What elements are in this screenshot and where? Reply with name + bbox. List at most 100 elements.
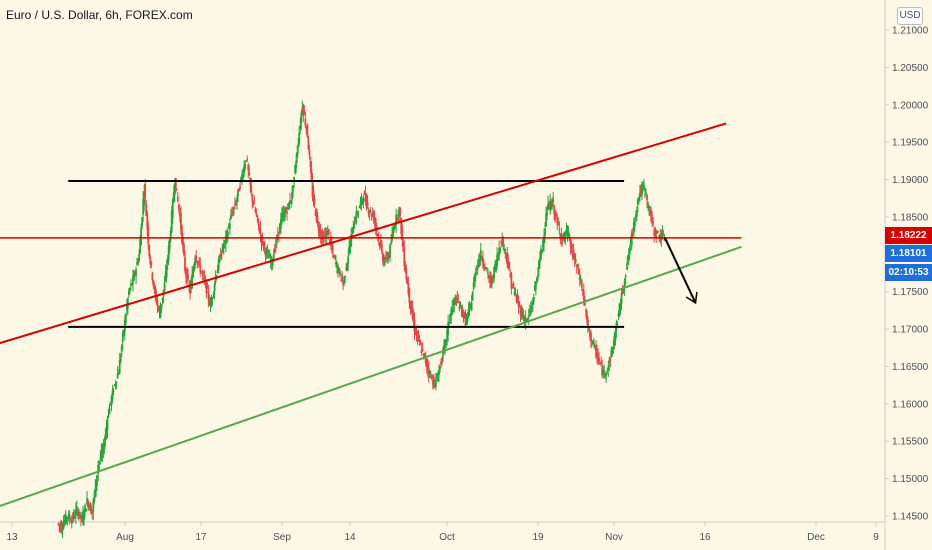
candle-body — [93, 491, 96, 501]
candle — [244, 160, 247, 171]
candle — [101, 443, 104, 463]
candle — [302, 103, 305, 122]
candle-body — [473, 274, 476, 287]
candle — [153, 282, 156, 294]
candle-body — [420, 350, 423, 353]
candle — [637, 196, 640, 205]
candle — [407, 276, 410, 297]
candle — [323, 227, 326, 238]
y-tick-label: 1.19500 — [892, 138, 929, 149]
candle — [425, 358, 428, 374]
candle — [468, 301, 471, 317]
candle — [387, 252, 389, 264]
candle-body — [229, 214, 232, 219]
candle — [574, 253, 577, 265]
candle — [405, 264, 408, 283]
candle — [482, 259, 485, 272]
candle-body — [600, 363, 603, 365]
candle-body — [268, 254, 271, 258]
candle-body — [594, 345, 596, 347]
candle — [461, 304, 464, 318]
candle — [409, 300, 412, 316]
candle-body — [384, 261, 386, 264]
candle-body — [543, 235, 545, 244]
candle-body — [610, 350, 613, 358]
candle-body — [80, 515, 82, 519]
candle-body — [616, 323, 619, 325]
candle — [73, 510, 76, 520]
candle — [491, 275, 493, 289]
candle-body — [563, 232, 566, 239]
candle — [531, 297, 534, 312]
candle — [511, 283, 514, 289]
candle — [367, 207, 370, 218]
candle-body — [124, 315, 127, 324]
candle-body — [385, 254, 387, 256]
candle-body — [218, 255, 221, 262]
candle-body — [347, 256, 350, 264]
candle — [636, 197, 639, 212]
candle-body — [564, 235, 567, 239]
channel-upper-trendline — [0, 122, 727, 345]
candle-body — [403, 246, 406, 266]
candle-body — [185, 270, 187, 276]
candle-body — [374, 218, 377, 228]
candle-body — [663, 239, 666, 241]
candle-body — [366, 202, 369, 207]
candle-body — [121, 333, 124, 343]
candle — [535, 276, 538, 284]
candle — [604, 371, 607, 380]
candle — [480, 255, 483, 260]
candle — [71, 512, 74, 524]
candle — [198, 256, 201, 267]
candle — [172, 185, 175, 204]
candle-body — [74, 509, 77, 516]
candle — [147, 220, 150, 250]
candle-body — [379, 240, 382, 247]
candle — [613, 331, 616, 350]
candle-body — [620, 292, 623, 304]
candle-body — [553, 206, 556, 215]
candle — [453, 298, 456, 313]
candle — [115, 381, 118, 390]
candle — [117, 369, 120, 376]
candle-body — [505, 252, 508, 256]
candle-body — [110, 396, 113, 406]
candle-body — [474, 272, 477, 277]
candle-body — [258, 229, 261, 233]
candle — [185, 267, 187, 284]
candle-body — [452, 303, 455, 305]
candle — [590, 329, 592, 349]
candle-body — [538, 260, 540, 268]
candle — [616, 321, 619, 326]
candle-body — [525, 318, 528, 322]
candle-body — [597, 355, 599, 362]
currency-button[interactable]: USD — [897, 7, 923, 25]
candle — [488, 274, 490, 283]
candle-body — [446, 329, 449, 340]
candle — [266, 244, 269, 259]
candle-body — [585, 310, 588, 320]
candle-body — [86, 498, 88, 505]
candle — [296, 145, 299, 163]
candle — [380, 240, 383, 255]
candle-body — [299, 125, 302, 129]
candle — [620, 289, 623, 310]
candle-body — [131, 283, 133, 285]
candle — [134, 271, 136, 276]
candle — [381, 251, 384, 265]
candle — [213, 280, 216, 300]
candle — [348, 238, 351, 256]
candle — [311, 173, 314, 201]
candle — [596, 345, 598, 364]
candle-body — [234, 204, 236, 206]
candle-body — [356, 213, 359, 215]
candle-body — [213, 284, 216, 293]
candle — [364, 185, 367, 206]
candle-body — [91, 510, 94, 514]
candle — [156, 295, 159, 313]
candle-body — [82, 513, 84, 524]
candle — [344, 275, 347, 284]
candle — [442, 346, 444, 363]
x-tick-label: Aug — [116, 532, 134, 543]
